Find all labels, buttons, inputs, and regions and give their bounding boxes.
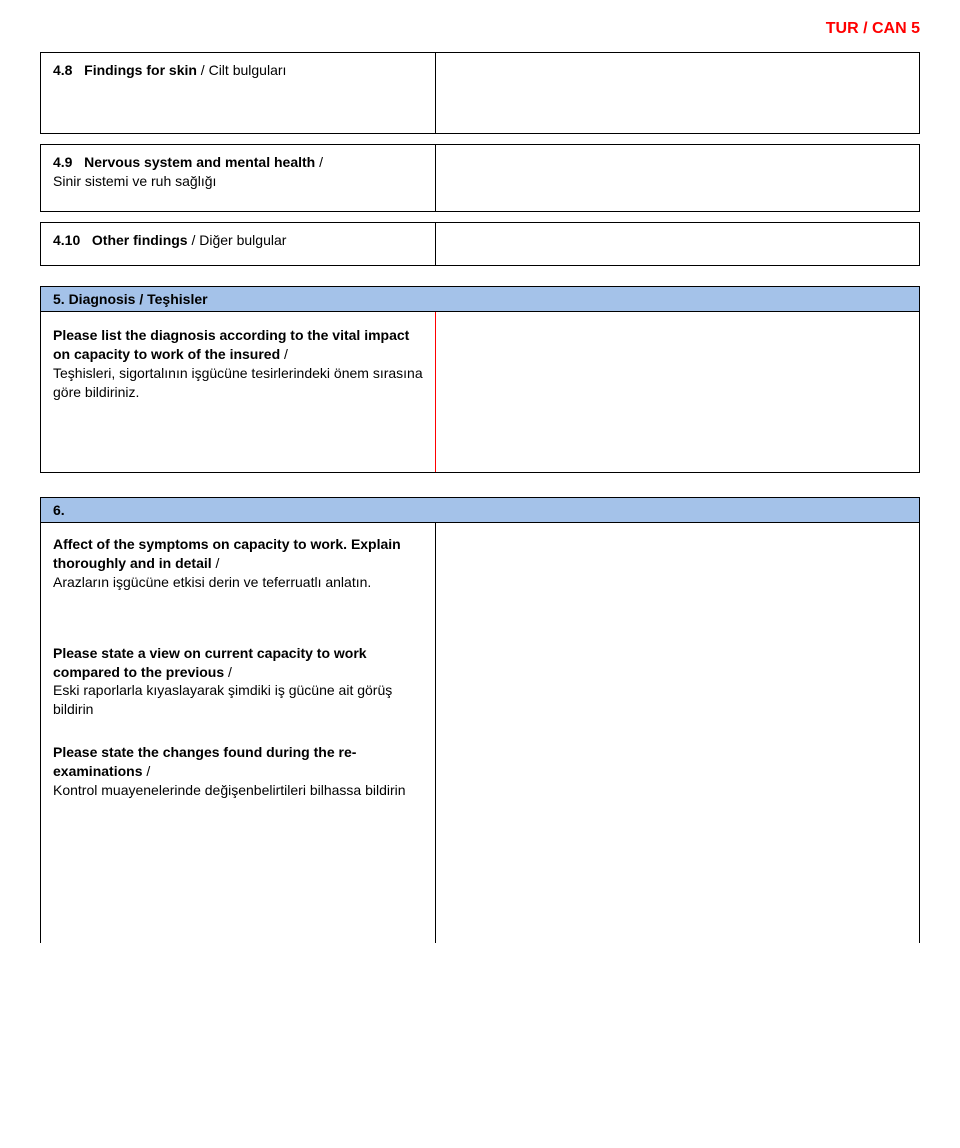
section-5-en: Please list the diagnosis according to t… <box>53 327 409 362</box>
section-6-q3-tr: Kontrol muayenelerinde değişenbelirtiler… <box>53 782 406 798</box>
section-5-tr: Teşhisleri, sigortalının işgücüne tesirl… <box>53 365 423 400</box>
document-code: TUR / CAN 5 <box>40 20 920 38</box>
row-4-8-en: Findings for skin <box>84 62 197 78</box>
row-4-9-label: 4.9 Nervous system and mental health / S… <box>41 145 436 211</box>
row-4-9-tr: Sinir sistemi ve ruh sağlığı <box>53 173 216 189</box>
row-4-10-label: 4.10 Other findings / Diğer bulgular <box>41 223 436 265</box>
row-4-8-num: 4.8 <box>53 62 72 78</box>
section-5: 5. Diagnosis / Teşhisler Please list the… <box>40 286 920 473</box>
row-4-9-value <box>436 145 919 211</box>
section-6-banner: 6. <box>41 498 919 523</box>
section-6-q1: Affect of the symptoms on capacity to wo… <box>53 531 423 592</box>
row-4-8-label: 4.8 Findings for skin / Cilt bulguları <box>41 53 436 133</box>
row-4-10-num: 4.10 <box>53 232 80 248</box>
section-6-q3: Please state the changes found during th… <box>53 727 423 800</box>
section-6-q2-tr: Eski raporlarla kıyaslayarak şimdiki iş … <box>53 682 392 717</box>
row-4-9-num: 4.9 <box>53 154 72 170</box>
row-4-10-en: Other findings <box>92 232 188 248</box>
row-4-10-value <box>436 223 919 265</box>
section-6-q1-en: Affect of the symptoms on capacity to wo… <box>53 536 401 571</box>
row-4-8-value <box>436 53 919 133</box>
row-4-8: 4.8 Findings for skin / Cilt bulguları <box>40 52 920 134</box>
row-4-9: 4.9 Nervous system and mental health / S… <box>40 144 920 212</box>
section-6-q2: Please state a view on current capacity … <box>53 628 423 720</box>
row-4-9-en: Nervous system and mental health <box>84 154 315 170</box>
section-5-value <box>436 312 919 472</box>
section-6: 6. Affect of the symptoms on capacity to… <box>40 497 920 943</box>
section-5-banner: 5. Diagnosis / Teşhisler <box>41 287 919 312</box>
section-6-q1-tr: Arazların işgücüne etkisi derin ve tefer… <box>53 574 371 590</box>
row-4-8-tr: / Cilt bulguları <box>197 62 286 78</box>
section-6-value <box>436 523 919 943</box>
section-5-label: Please list the diagnosis according to t… <box>41 312 436 472</box>
section-6-q3-en: Please state the changes found during th… <box>53 744 356 779</box>
row-4-10: 4.10 Other findings / Diğer bulgular <box>40 222 920 266</box>
section-6-label: Affect of the symptoms on capacity to wo… <box>41 523 436 943</box>
section-6-q2-en: Please state a view on current capacity … <box>53 645 367 680</box>
row-4-10-tr: / Diğer bulgular <box>188 232 287 248</box>
